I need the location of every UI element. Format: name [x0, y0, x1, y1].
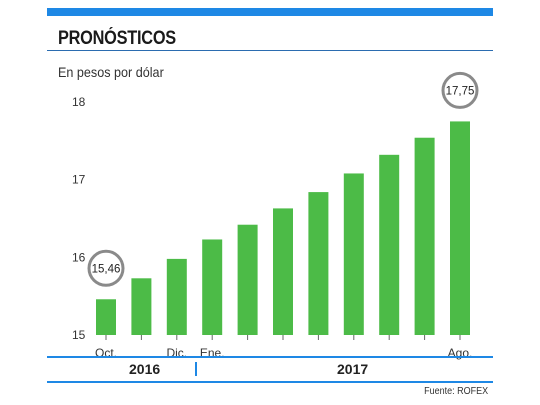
year-band-bottom-rule [47, 381, 493, 383]
unit-label: En pesos por dólar [58, 64, 164, 80]
y-tick-label: 16 [72, 250, 86, 264]
y-tick-label: 17 [72, 173, 86, 187]
data-label: 17,75 [446, 85, 475, 97]
bar [414, 137, 435, 335]
bar [379, 154, 400, 335]
y-tick-label: 15 [72, 328, 86, 342]
top-accent-bar [47, 8, 493, 16]
bar [343, 173, 364, 335]
year-band-top-rule [47, 356, 493, 358]
data-label-ring [87, 249, 125, 287]
data-label: 15,46 [92, 263, 121, 275]
title-divider [47, 50, 493, 51]
bar [166, 258, 187, 335]
bar [450, 121, 470, 336]
year-band: 2016 2017 [47, 356, 493, 383]
bar [273, 208, 293, 335]
source-note: Fuente: ROFEX [423, 386, 488, 397]
bar [96, 299, 116, 335]
year-divider [195, 362, 197, 376]
bar [237, 224, 258, 335]
year-label-2016: 2016 [129, 361, 161, 377]
bar [308, 192, 329, 335]
bar [202, 239, 223, 335]
bar [131, 278, 152, 335]
data-label-ring [441, 71, 479, 109]
chart-title: PRONÓSTICOS [58, 28, 176, 49]
year-label-2017: 2017 [337, 361, 369, 377]
y-tick-label: 18 [72, 95, 86, 109]
